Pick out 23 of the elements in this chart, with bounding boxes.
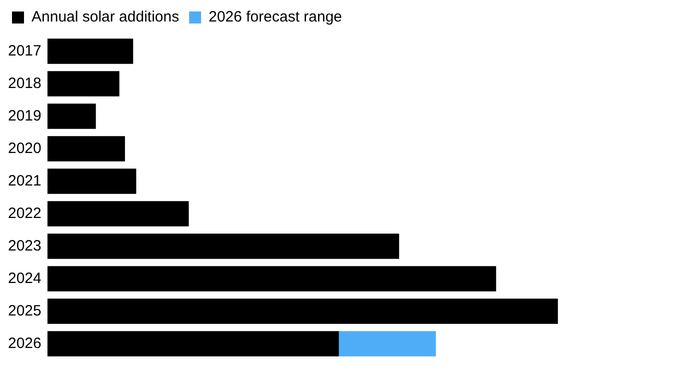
bar xyxy=(47,168,136,194)
bar xyxy=(47,266,496,292)
bar xyxy=(47,298,558,324)
bar xyxy=(338,331,436,356)
bar xyxy=(47,136,125,162)
y-tick-label: 2019 xyxy=(8,107,42,124)
bar xyxy=(47,104,96,129)
y-tick-label: 2017 xyxy=(8,42,42,60)
bar xyxy=(47,234,400,259)
legend-label: 2026 forecast range xyxy=(208,8,342,26)
y-tick-label: 2020 xyxy=(8,140,42,157)
bar xyxy=(47,38,134,64)
y-tick-label: 2025 xyxy=(8,302,42,320)
y-tick-label: 2018 xyxy=(8,74,42,92)
y-tick-label: 2026 xyxy=(8,334,42,352)
bar xyxy=(47,71,120,96)
bar xyxy=(47,201,189,226)
y-tick-label: 2024 xyxy=(8,270,42,287)
y-tick-label: 2023 xyxy=(8,237,42,254)
y-tick-label: 2021 xyxy=(8,172,42,190)
y-tick-label: 2022 xyxy=(8,204,42,222)
legend-label: Annual solar additions xyxy=(32,8,180,26)
bar xyxy=(47,331,339,356)
